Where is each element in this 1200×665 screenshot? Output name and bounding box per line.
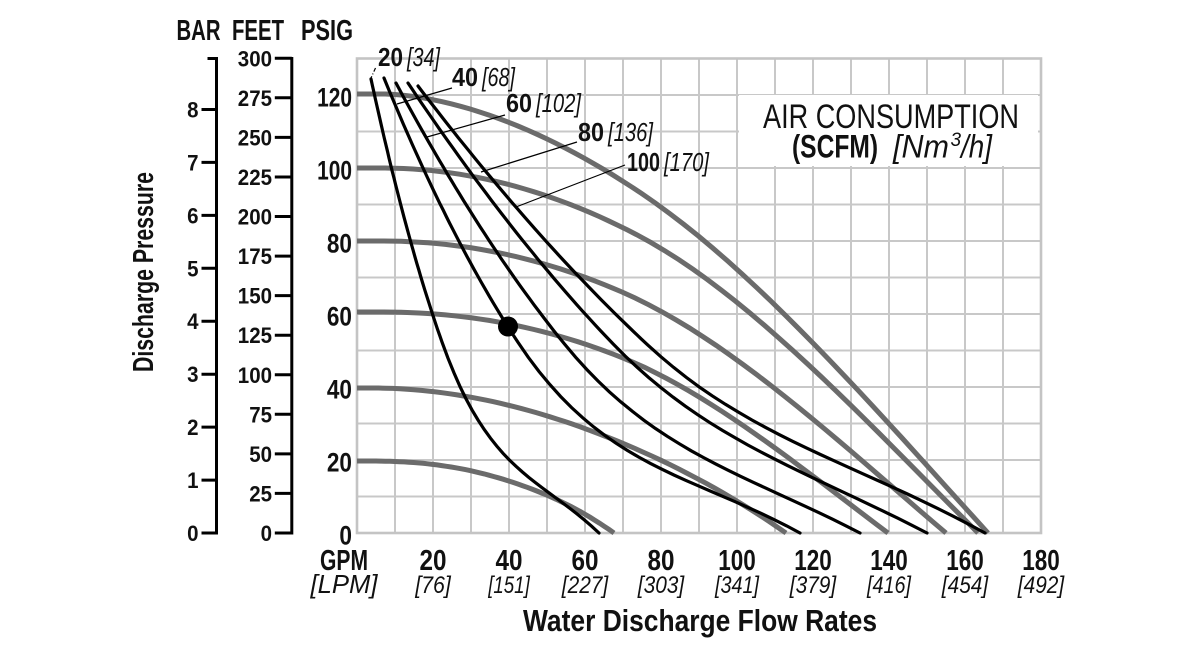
- svg-text:160: 160: [946, 545, 984, 577]
- svg-text:150: 150: [238, 284, 272, 309]
- svg-text:80: 80: [648, 545, 675, 577]
- svg-text:40: 40: [452, 62, 478, 92]
- svg-text:0: 0: [339, 521, 352, 551]
- svg-text:[136]: [136]: [607, 117, 653, 147]
- svg-text:Water Discharge Flow Rates: Water Discharge Flow Rates: [523, 603, 877, 638]
- svg-text:BAR: BAR: [177, 15, 221, 47]
- svg-text:40: 40: [496, 545, 523, 577]
- svg-text:1: 1: [187, 468, 198, 493]
- svg-text:5: 5: [187, 256, 198, 281]
- svg-text:60: 60: [506, 88, 532, 118]
- svg-text:300: 300: [238, 46, 272, 71]
- svg-text:175: 175: [238, 244, 272, 269]
- svg-text:80: 80: [327, 229, 352, 259]
- svg-text:[76]: [76]: [414, 572, 452, 599]
- svg-text:40: 40: [327, 375, 352, 405]
- svg-text:100: 100: [718, 545, 756, 577]
- svg-text:20: 20: [378, 42, 403, 72]
- svg-text:200: 200: [238, 205, 272, 230]
- svg-text:4: 4: [187, 309, 199, 334]
- svg-text:100: 100: [627, 147, 660, 177]
- svg-text:[34]: [34]: [406, 42, 440, 72]
- svg-text:[LPM]: [LPM]: [310, 569, 379, 599]
- svg-text:60: 60: [572, 545, 599, 577]
- svg-text:80: 80: [578, 117, 604, 147]
- svg-text:[68]: [68]: [481, 62, 515, 92]
- svg-text:0: 0: [187, 521, 198, 546]
- svg-text:6: 6: [187, 203, 198, 228]
- svg-text:250: 250: [238, 125, 272, 150]
- svg-text:0: 0: [261, 521, 272, 546]
- svg-text:(SCFM): (SCFM): [792, 129, 878, 165]
- svg-text:3: 3: [187, 362, 198, 387]
- svg-text:7: 7: [187, 150, 198, 175]
- svg-text:[151]: [151]: [487, 572, 530, 599]
- svg-text:20: 20: [420, 545, 447, 577]
- svg-text:50: 50: [249, 442, 272, 467]
- svg-text:120: 120: [317, 83, 352, 113]
- svg-text:140: 140: [870, 545, 908, 577]
- svg-text:20: 20: [327, 448, 352, 478]
- svg-text:[170]: [170]: [663, 147, 709, 177]
- svg-text:FEET: FEET: [232, 15, 284, 47]
- svg-text:25: 25: [249, 481, 272, 506]
- svg-text:2: 2: [187, 415, 198, 440]
- svg-text:GPM: GPM: [320, 545, 368, 577]
- svg-text:60: 60: [327, 302, 352, 332]
- svg-text:[Nm: [Nm: [892, 129, 949, 165]
- svg-text:275: 275: [238, 86, 272, 111]
- svg-text:Discharge Pressure: Discharge Pressure: [128, 172, 160, 372]
- svg-text:/h]: /h]: [959, 129, 993, 165]
- svg-text:8: 8: [187, 98, 198, 123]
- svg-text:75: 75: [249, 402, 272, 427]
- svg-text:[227]: [227]: [561, 572, 609, 599]
- svg-text:[102]: [102]: [535, 88, 581, 118]
- svg-text:180: 180: [1022, 545, 1060, 577]
- svg-text:125: 125: [238, 323, 272, 348]
- svg-text:[416]: [416]: [866, 572, 912, 599]
- svg-text:120: 120: [794, 545, 832, 577]
- svg-text:PSIG: PSIG: [301, 15, 353, 47]
- svg-text:AIR CONSUMPTION: AIR CONSUMPTION: [763, 98, 1019, 136]
- svg-text:[341]: [341]: [714, 572, 760, 599]
- svg-text:225: 225: [238, 165, 272, 190]
- svg-text:100: 100: [238, 363, 272, 388]
- svg-text:3: 3: [951, 130, 962, 151]
- svg-text:[379]: [379]: [789, 572, 837, 599]
- svg-text:[454]: [454]: [941, 572, 989, 599]
- svg-text:100: 100: [317, 156, 352, 186]
- svg-text:[303]: [303]: [637, 572, 685, 599]
- svg-text:[492]: [492]: [1017, 572, 1065, 599]
